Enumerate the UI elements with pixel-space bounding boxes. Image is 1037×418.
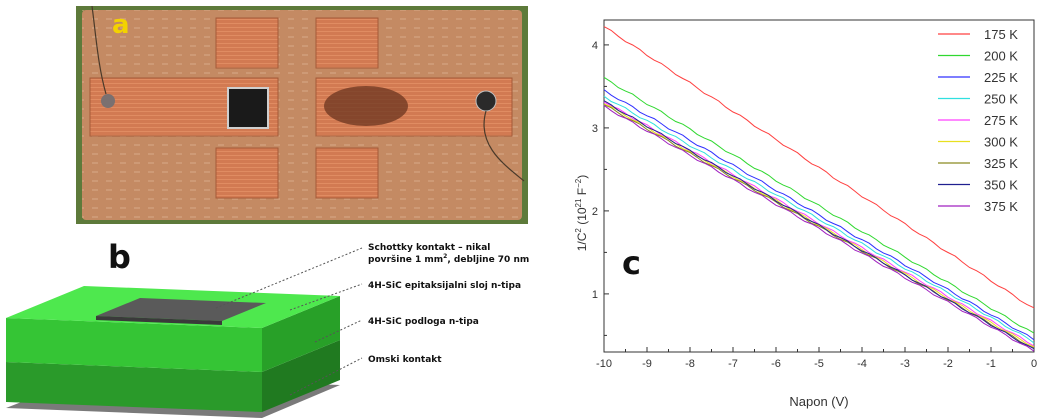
annotation-text: površine 1 mm — [368, 255, 444, 265]
x-tick-label: -2 — [943, 358, 953, 370]
wire — [91, 6, 107, 95]
wire — [483, 110, 525, 182]
sample-photo — [76, 6, 528, 224]
series-line — [603, 89, 1035, 341]
annotation-text: , debljine 70 nm — [447, 255, 530, 265]
legend-label: 175 K — [984, 27, 1018, 42]
scorch-mark — [324, 86, 408, 126]
series-line — [603, 104, 1035, 349]
capacitance-chart: 1/C2 (1021 F−2) Napon (V) -10 -9 -8 -7 -6 -5-… — [574, 19, 1037, 409]
x-tick-label: -3 — [900, 358, 910, 370]
x-tick-label: 0 — [1031, 358, 1037, 370]
x-tick-label: -1 — [986, 358, 996, 370]
panel-label-a: a — [112, 10, 130, 40]
plot-frame — [603, 19, 1035, 353]
x-tick-label: -9 — [642, 358, 652, 370]
legend-label: 375 K — [984, 199, 1018, 214]
x-tick-label: -5 — [814, 358, 824, 370]
leader-line — [289, 283, 363, 311]
annotation-sup: 2 — [443, 253, 448, 260]
copper-pad — [315, 17, 379, 69]
legend-label: 200 K — [984, 49, 1018, 64]
annotation-substrate: 4H-SiC podloga n-tipa — [368, 317, 479, 327]
x-tick-label: -4 — [857, 358, 867, 370]
legend-label: 300 K — [984, 135, 1018, 150]
annotation-ohmic: Omski kontakt — [368, 355, 442, 365]
x-tick-label: -8 — [685, 358, 695, 370]
annotation-epi: 4H-SiC epitaksijalni sloj n-tipa — [368, 281, 522, 291]
series-line — [603, 76, 1035, 334]
x-tick-label: -10 — [596, 358, 612, 370]
y-tick-label: 1 — [592, 289, 598, 301]
x-tick-label: -6 — [771, 358, 781, 370]
series-line — [603, 26, 1035, 309]
solder-joint — [101, 94, 115, 108]
panel-label-c: c — [622, 244, 641, 282]
device-diagram — [6, 247, 363, 418]
nickel-schottky-contact — [96, 298, 266, 321]
x-axis-label: Napon (V) — [789, 394, 848, 409]
epi-layer-front — [6, 318, 262, 372]
series-line — [603, 100, 1035, 350]
substrate-front — [6, 362, 262, 412]
copper-pad — [215, 17, 279, 69]
legend-label: 275 K — [984, 113, 1018, 128]
epi-layer-side — [262, 296, 340, 372]
y-tick-label: 3 — [592, 123, 598, 135]
leader-line — [289, 357, 363, 396]
series-line — [603, 95, 1035, 344]
y-axis-label: 1/C2 (1021 F−2) — [574, 175, 589, 252]
legend-label: 225 K — [984, 70, 1018, 85]
y-tick-label: 4 — [592, 40, 598, 52]
annotation-text: Schottky kontakt – nikal — [368, 243, 491, 253]
panel-label-b: b — [108, 238, 131, 276]
leader-line — [314, 319, 363, 343]
x-tick-label: -7 — [728, 358, 738, 370]
series-line — [603, 104, 1035, 352]
sic-chip — [227, 87, 269, 129]
legend-label: 325 K — [984, 156, 1018, 171]
legend-label: 350 K — [984, 178, 1018, 193]
substrate-side — [262, 340, 340, 412]
annotation-schottky: Schottky kontakt – nikal površine 1 mm2,… — [368, 242, 529, 266]
nickel-contact-edge — [96, 316, 222, 325]
copper-pad — [315, 147, 379, 199]
y-tick-label: 2 — [592, 206, 598, 218]
copper-pad — [215, 147, 279, 199]
solder-joint — [475, 90, 497, 112]
legend-label: 250 K — [984, 92, 1018, 107]
